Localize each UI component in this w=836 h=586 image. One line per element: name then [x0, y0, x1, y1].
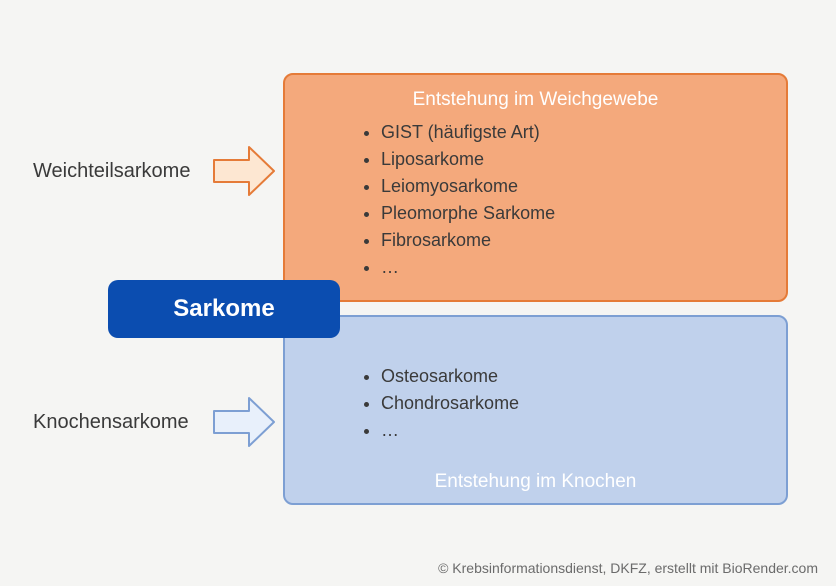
bone-box: OsteosarkomeChondrosarkome… Entstehung i… [283, 315, 788, 505]
center-badge: Sarkome [108, 280, 340, 338]
label-bone: Knochensarkome [33, 411, 189, 434]
arrow-shape [214, 147, 274, 195]
arrow-soft-tissue [213, 146, 275, 196]
arrow-bone [213, 397, 275, 447]
soft-tissue-box: Entstehung im Weichgewebe GIST (häufigst… [283, 73, 788, 302]
label-soft-tissue: Weichteilsarkome [33, 160, 190, 183]
list-item: … [381, 254, 555, 281]
list-item: GIST (häufigste Art) [381, 119, 555, 146]
bone-title: Entstehung im Knochen [285, 471, 786, 493]
list-item: Leiomyosarkome [381, 173, 555, 200]
soft-tissue-list: GIST (häufigste Art)LiposarkomeLeiomyosa… [355, 119, 555, 281]
credit-line: © Krebsinformationsdienst, DKFZ, erstell… [438, 560, 818, 576]
list-item: Osteosarkome [381, 363, 519, 390]
list-item: Chondrosarkome [381, 390, 519, 417]
center-badge-label: Sarkome [173, 295, 274, 323]
arrow-shape [214, 398, 274, 446]
list-item: Liposarkome [381, 146, 555, 173]
soft-tissue-title: Entstehung im Weichgewebe [285, 89, 786, 111]
bone-list: OsteosarkomeChondrosarkome… [355, 363, 519, 444]
list-item: Pleomorphe Sarkome [381, 200, 555, 227]
list-item: … [381, 417, 519, 444]
list-item: Fibrosarkome [381, 227, 555, 254]
